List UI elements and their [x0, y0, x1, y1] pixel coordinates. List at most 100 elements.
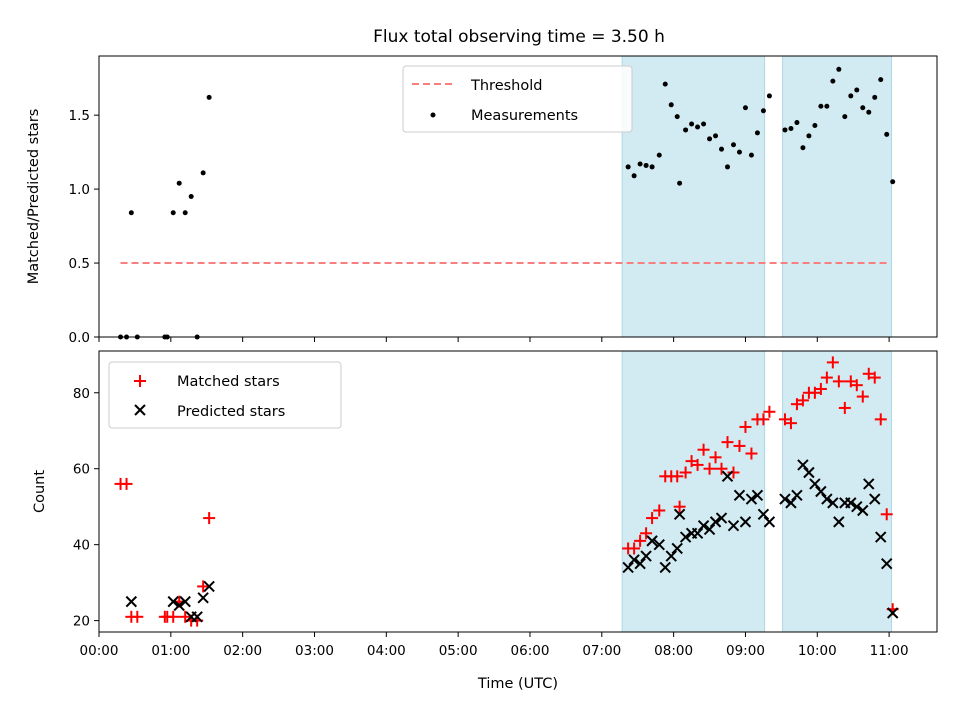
threshold-legend-label: Threshold: [470, 78, 542, 94]
x-tick-label: 05:00: [439, 643, 478, 659]
matched-star-point: [727, 466, 740, 479]
predicted-star-point: [809, 478, 821, 490]
measurement-point: [818, 103, 824, 109]
x-tick-label: 11:00: [870, 643, 909, 659]
measurement-point: [806, 133, 812, 139]
matched-legend-swatch: [134, 375, 146, 387]
predicted-star-point: [785, 497, 797, 509]
measurement-point: [674, 114, 680, 120]
marker-stroke: [634, 557, 646, 570]
matched-star-point: [838, 401, 851, 414]
marker-stroke: [173, 599, 185, 612]
measurements-legend-label: Measurements: [471, 108, 578, 124]
predicted-star-point: [665, 550, 677, 562]
measurement-point: [713, 133, 719, 139]
predicted-star-point: [679, 531, 692, 543]
measurement-point: [637, 161, 643, 167]
marker-stroke: [203, 580, 215, 593]
predicted-star-point: [886, 607, 899, 619]
measurement-point: [176, 180, 182, 186]
predicted-star-point: [821, 493, 833, 505]
measurement-point: [824, 103, 830, 109]
x-tick-label: 01:00: [151, 643, 190, 659]
marker-stroke: [665, 550, 677, 562]
measurement-point: [788, 125, 794, 131]
measurement-point: [854, 87, 860, 93]
measurement-point: [188, 194, 194, 199]
predicted-star-point: [827, 497, 839, 509]
matched-star-point: [697, 443, 710, 456]
predicted-star-point: [857, 504, 869, 517]
matched-star-point: [646, 512, 659, 525]
x-tick-label: 08:00: [654, 643, 693, 659]
measurement-point: [656, 152, 662, 158]
marker-stroke: [721, 470, 734, 483]
marker-stroke: [779, 493, 791, 505]
predicted-star-point: [653, 538, 665, 551]
predicted-star-point: [757, 508, 770, 520]
matched-star-point: [131, 610, 144, 623]
predicted-star-point: [659, 561, 671, 574]
predicted-star-point: [691, 527, 704, 539]
plot-frame: [98, 350, 938, 633]
measurement-point: [884, 131, 890, 137]
measurement-point: [725, 164, 730, 170]
measurement-point: [206, 94, 212, 100]
predicted-star-point: [733, 489, 746, 502]
marker-stroke: [739, 516, 752, 528]
measurement-point: [730, 142, 736, 148]
plot-frame: [98, 55, 938, 338]
y-tick-label: 0.5: [69, 256, 90, 272]
measurement-point: [695, 124, 701, 130]
marker-stroke: [815, 485, 827, 498]
marker-stroke: [763, 516, 776, 528]
measurement-point: [200, 170, 206, 176]
predicted-star-point: [125, 595, 138, 608]
x-tick-label: 07:00: [582, 643, 621, 659]
predicted-star-point: [628, 554, 640, 566]
predicted-star-point: [703, 523, 716, 536]
marker-stroke: [733, 489, 746, 502]
x-tick-label: 09:00: [726, 643, 765, 659]
measurement-point: [760, 108, 766, 114]
measurement-point: [631, 173, 637, 179]
marker-stroke: [809, 478, 821, 490]
x-tick-label: 10:00: [798, 643, 837, 659]
marker-stroke: [691, 527, 704, 539]
y-tick-label: 80: [73, 386, 90, 402]
matched-star-point: [814, 382, 827, 395]
measurement-point: [748, 152, 754, 158]
marker-stroke: [709, 516, 722, 528]
y-tick-label: 40: [73, 538, 90, 554]
measurement-point: [736, 149, 742, 155]
marker-stroke: [869, 493, 881, 505]
marker-stroke: [785, 497, 797, 509]
predicted-star-point: [197, 592, 209, 604]
observing-span: [621, 55, 766, 338]
measurement-point: [878, 77, 884, 83]
observing-span: [782, 350, 893, 633]
marker-stroke: [628, 554, 640, 566]
marker-stroke: [821, 493, 833, 505]
predicted-star-point: [721, 470, 734, 483]
measurement-point: [683, 127, 689, 133]
predicted-star-point: [167, 595, 179, 608]
predicted-star-point: [751, 489, 764, 502]
matched-star-point: [856, 390, 869, 403]
measurement-point: [872, 94, 878, 100]
matched-star-point: [757, 413, 770, 426]
predicted-star-point: [640, 550, 652, 562]
x-tick-label: 00:00: [80, 643, 119, 659]
marker-stroke: [659, 561, 671, 574]
x-axis-label: Time (UTC): [477, 676, 558, 692]
predicted-star-point: [646, 535, 658, 547]
predicted-star-point: [203, 580, 215, 593]
measurement-point: [866, 109, 872, 115]
measurement-point: [794, 120, 800, 126]
marker-stroke: [197, 592, 209, 604]
marker-stroke: [863, 478, 875, 490]
predicted-star-point: [881, 557, 893, 570]
measurement-point: [677, 180, 683, 186]
matched-star-point: [715, 462, 728, 475]
